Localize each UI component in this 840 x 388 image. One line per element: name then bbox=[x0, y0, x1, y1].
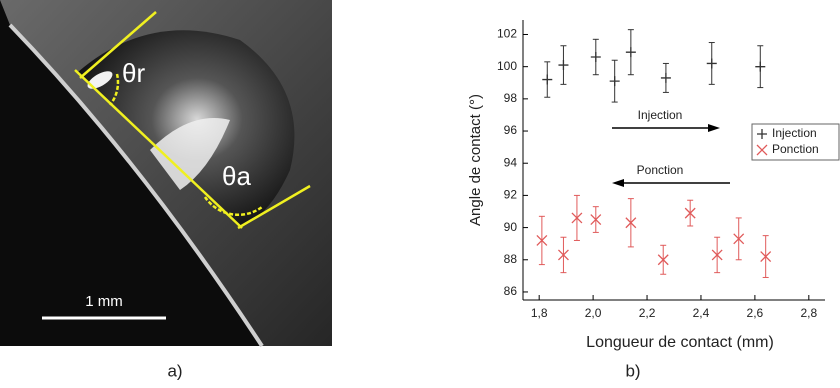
y-tick-label: 94 bbox=[504, 155, 518, 169]
theta-a: θa bbox=[222, 161, 251, 191]
marker bbox=[684, 207, 696, 219]
marker bbox=[625, 217, 637, 229]
y-tick-label: 92 bbox=[504, 188, 518, 202]
marker bbox=[542, 74, 553, 85]
annotation: Ponction bbox=[637, 163, 684, 177]
x-tick-label: 2,2 bbox=[639, 306, 656, 320]
marker bbox=[625, 47, 636, 58]
x-tick-label: 2,4 bbox=[693, 306, 710, 320]
tangent-lines bbox=[74, 11, 311, 230]
y-tick-label: 100 bbox=[497, 59, 517, 73]
y-tick-label: 96 bbox=[504, 123, 518, 137]
arrow-head bbox=[708, 124, 720, 132]
y-tick-label: 98 bbox=[504, 91, 518, 105]
x-tick-label: 2,0 bbox=[585, 306, 602, 320]
x-tick-label: 2,8 bbox=[800, 306, 817, 320]
legend-marker bbox=[757, 129, 767, 139]
y-tick-label: 88 bbox=[504, 252, 518, 266]
marker bbox=[733, 233, 745, 245]
panel-label: a) bbox=[167, 361, 182, 380]
highlight bbox=[87, 71, 113, 89]
legend-label: Injection bbox=[772, 126, 817, 140]
annotation: Injection bbox=[638, 108, 683, 122]
marker bbox=[706, 58, 717, 69]
marker bbox=[536, 235, 548, 246]
y-tick-label: 102 bbox=[497, 27, 517, 41]
marker bbox=[711, 249, 723, 261]
marker bbox=[571, 212, 583, 224]
y-tick-label: 90 bbox=[504, 220, 518, 234]
marker bbox=[657, 254, 669, 266]
theta-r: θr bbox=[122, 58, 145, 88]
legend-marker bbox=[756, 144, 768, 156]
x-tick-label: 2,6 bbox=[747, 306, 764, 320]
y-axis-label: Angle de contact (°) bbox=[467, 94, 484, 226]
marker bbox=[558, 60, 569, 71]
marker bbox=[609, 76, 620, 87]
marker bbox=[590, 52, 601, 63]
photo: θr θa 1 mm bbox=[0, 0, 332, 348]
annotations: Injection Ponction bbox=[612, 108, 730, 187]
marker bbox=[590, 214, 602, 225]
panel-label: b) bbox=[625, 361, 640, 380]
legend-label: Ponction bbox=[772, 142, 819, 156]
marker bbox=[755, 61, 766, 72]
marker bbox=[760, 251, 772, 263]
arrow-head bbox=[612, 179, 624, 187]
highlight bbox=[150, 118, 230, 190]
marker bbox=[557, 249, 569, 261]
substrate-edge bbox=[8, 23, 264, 348]
scale-label: 1 mm bbox=[85, 293, 123, 310]
y-tick-label: 86 bbox=[504, 284, 518, 298]
x-axis-label: Longueur de contact (mm) bbox=[586, 334, 774, 351]
x-tick-label: 1,8 bbox=[531, 306, 548, 320]
marker bbox=[660, 72, 671, 83]
